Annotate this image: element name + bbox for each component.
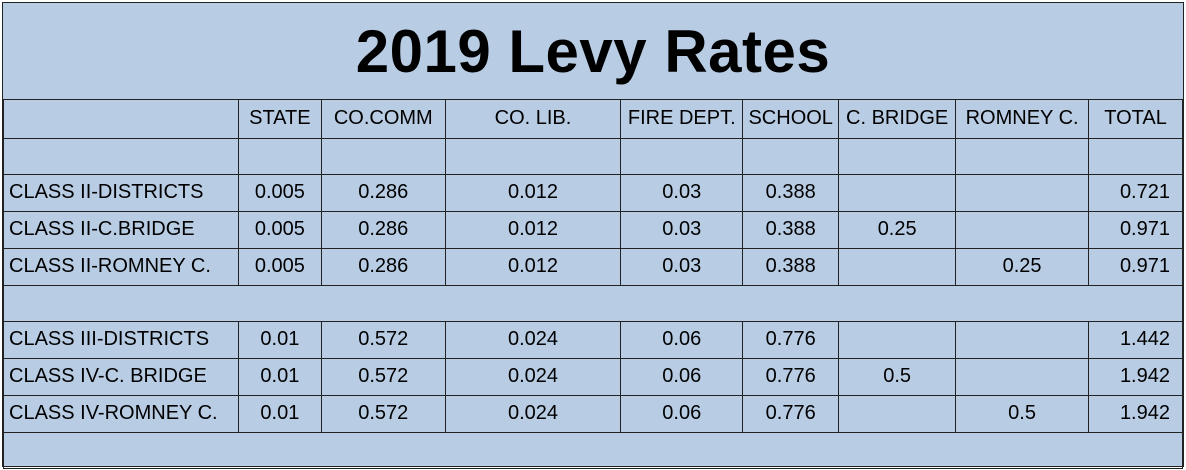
c-bridge-cell[interactable]: 0.25 [838,210,957,249]
header-romney-c[interactable]: ROMNEY C. [955,100,1090,139]
levy-rates-table: STATE CO.COMM CO. LIB. FIRE DEPT. SCHOOL… [3,100,1183,469]
empty-cell[interactable] [620,137,744,175]
table-row: CLASS III-DISTRICTS 0.01 0.572 0.024 0.0… [3,320,1183,359]
c-bridge-cell[interactable] [838,247,957,286]
table-row: CLASS II-ROMNEY C. 0.005 0.286 0.012 0.0… [3,247,1183,286]
total-cell[interactable]: 0.971 [1088,247,1183,286]
c-bridge-cell[interactable]: 0.5 [838,357,957,396]
co-lib-cell[interactable]: 0.024 [444,394,622,433]
co-lib-cell[interactable]: 0.024 [444,320,622,359]
c-bridge-cell[interactable] [838,394,957,433]
empty-cell[interactable] [838,137,957,175]
fire-dept-cell[interactable]: 0.03 [620,173,744,212]
state-cell[interactable]: 0.005 [237,173,322,212]
romney-c-cell[interactable] [955,357,1090,396]
row-label[interactable]: CLASS IV-ROMNEY C. [3,394,239,433]
total-cell[interactable]: 0.971 [1088,210,1183,249]
spacer-cell[interactable] [3,431,1183,469]
romney-c-cell[interactable] [955,210,1090,249]
fire-dept-cell[interactable]: 0.03 [620,210,744,249]
school-cell[interactable]: 0.388 [742,247,840,286]
co-comm-cell[interactable]: 0.572 [320,394,446,433]
row-label[interactable]: CLASS II-DISTRICTS [3,173,239,212]
empty-row [3,137,1183,175]
school-cell[interactable]: 0.776 [742,394,840,433]
co-lib-cell[interactable]: 0.012 [444,210,622,249]
header-school[interactable]: SCHOOL [742,100,840,139]
state-cell[interactable]: 0.01 [237,394,322,433]
sheet-title: 2019 Levy Rates [3,3,1183,100]
co-lib-cell[interactable]: 0.024 [444,357,622,396]
header-total[interactable]: TOTAL [1088,100,1183,139]
row-label[interactable]: CLASS IV-C. BRIDGE [3,357,239,396]
empty-cell[interactable] [320,137,446,175]
state-cell[interactable]: 0.005 [237,247,322,286]
school-cell[interactable]: 0.776 [742,320,840,359]
empty-cell[interactable] [955,137,1090,175]
school-cell[interactable]: 0.388 [742,173,840,212]
header-row: STATE CO.COMM CO. LIB. FIRE DEPT. SCHOOL… [3,100,1183,139]
total-cell[interactable]: 1.942 [1088,394,1183,433]
row-label[interactable]: CLASS II-ROMNEY C. [3,247,239,286]
table-row: CLASS IV-ROMNEY C. 0.01 0.572 0.024 0.06… [3,394,1183,433]
romney-c-cell[interactable]: 0.25 [955,247,1090,286]
romney-c-cell[interactable]: 0.5 [955,394,1090,433]
school-cell[interactable]: 0.388 [742,210,840,249]
state-cell[interactable]: 0.01 [237,320,322,359]
co-comm-cell[interactable]: 0.286 [320,247,446,286]
total-cell[interactable]: 0.721 [1088,173,1183,212]
header-fire-dept[interactable]: FIRE DEPT. [620,100,744,139]
header-co-lib[interactable]: CO. LIB. [444,100,622,139]
fire-dept-cell[interactable]: 0.06 [620,320,744,359]
header-cell-blank[interactable] [3,100,239,139]
header-state[interactable]: STATE [237,100,322,139]
empty-cell[interactable] [237,137,322,175]
total-cell[interactable]: 1.442 [1088,320,1183,359]
fire-dept-cell[interactable]: 0.06 [620,357,744,396]
table-row: CLASS II-C.BRIDGE 0.005 0.286 0.012 0.03… [3,210,1183,249]
empty-cell[interactable] [742,137,840,175]
c-bridge-cell[interactable] [838,173,957,212]
total-cell[interactable]: 1.942 [1088,357,1183,396]
empty-cell[interactable] [444,137,622,175]
co-comm-cell[interactable]: 0.572 [320,357,446,396]
spacer-cell[interactable] [3,284,1183,322]
romney-c-cell[interactable] [955,320,1090,359]
empty-cell[interactable] [1088,137,1183,175]
table-row: CLASS IV-C. BRIDGE 0.01 0.572 0.024 0.06… [3,357,1183,396]
fire-dept-cell[interactable]: 0.06 [620,394,744,433]
row-label[interactable]: CLASS III-DISTRICTS [3,320,239,359]
row-label[interactable]: CLASS II-C.BRIDGE [3,210,239,249]
fire-dept-cell[interactable]: 0.03 [620,247,744,286]
table-row: CLASS II-DISTRICTS 0.005 0.286 0.012 0.0… [3,173,1183,212]
co-lib-cell[interactable]: 0.012 [444,173,622,212]
co-comm-cell[interactable]: 0.286 [320,173,446,212]
c-bridge-cell[interactable] [838,320,957,359]
spacer-row [3,431,1183,469]
co-comm-cell[interactable]: 0.572 [320,320,446,359]
state-cell[interactable]: 0.005 [237,210,322,249]
empty-cell[interactable] [3,138,239,175]
spacer-row [3,284,1183,322]
co-comm-cell[interactable]: 0.286 [320,210,446,249]
romney-c-cell[interactable] [955,173,1090,212]
header-co-comm[interactable]: CO.COMM [320,100,446,139]
co-lib-cell[interactable]: 0.012 [444,247,622,286]
header-c-bridge[interactable]: C. BRIDGE [838,100,957,139]
state-cell[interactable]: 0.01 [237,357,322,396]
school-cell[interactable]: 0.776 [742,357,840,396]
